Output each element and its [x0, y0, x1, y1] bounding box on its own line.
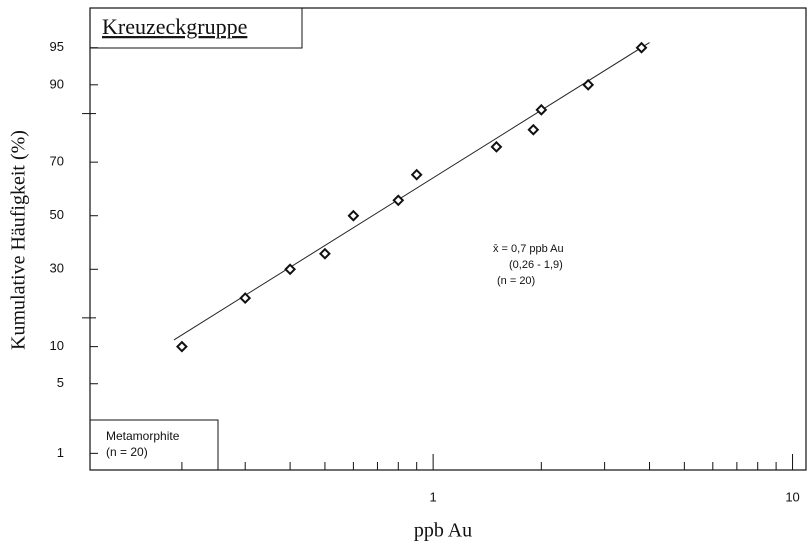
data-point [347, 209, 360, 222]
y-tick-label: 95 [50, 39, 64, 54]
legend-text: (n = 20) [106, 445, 148, 459]
data-point [239, 292, 252, 305]
data-point [582, 78, 595, 91]
y-tick-label: 90 [50, 76, 64, 91]
legend-box [89, 419, 219, 471]
y-tick-label: 50 [50, 207, 64, 222]
x-tick-label: 10 [785, 489, 799, 504]
data-point [410, 168, 423, 181]
data-point [527, 123, 540, 136]
x-tick-label: 1 [430, 489, 437, 504]
data-point [635, 41, 648, 54]
y-tick-label: 10 [50, 338, 64, 353]
plot-frame [89, 7, 807, 471]
data-point [490, 140, 503, 153]
y-tick-label: 70 [50, 154, 64, 169]
y-tick-label: 1 [57, 445, 64, 460]
legend-text: Metamorphite [106, 429, 180, 443]
annotation: (0,26 - 1,9) [509, 259, 563, 271]
chart-title: Kreuzeckgruppe [102, 14, 247, 39]
annotation: (n = 20) [497, 275, 535, 287]
data-point [319, 247, 331, 260]
y-axis-label: Kumulative Häufigkeit (%) [8, 130, 30, 350]
fit-line [173, 42, 650, 341]
data-point [392, 194, 405, 207]
y-tick-label: 30 [50, 261, 64, 276]
data-point [284, 263, 297, 276]
y-tick-label: 5 [57, 375, 64, 390]
title-box [89, 7, 303, 49]
data-point [535, 103, 548, 116]
x-axis-label: ppb Au [414, 520, 472, 542]
annotation: x̄ = 0,7 ppb Au [493, 243, 564, 255]
data-point [175, 340, 188, 353]
